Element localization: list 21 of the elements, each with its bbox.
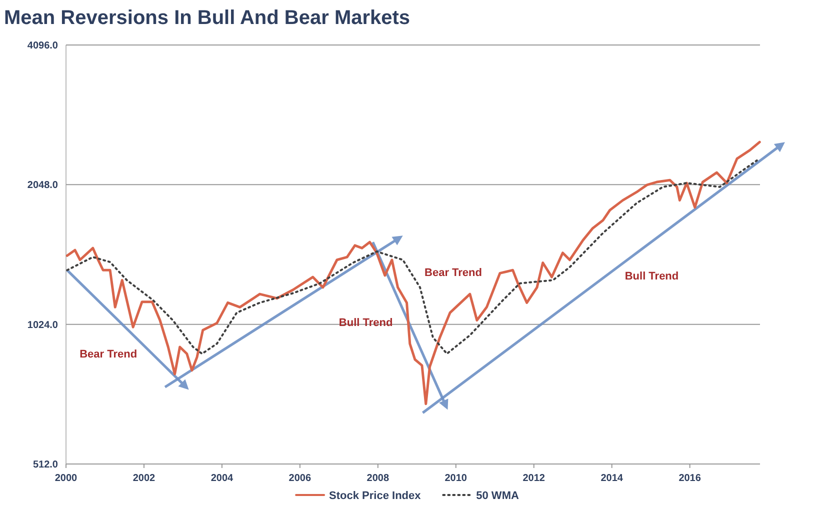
legend-label: Stock Price Index: [329, 490, 422, 502]
x-tick-label: 2014: [600, 473, 624, 484]
y-tick-label: 1024.0: [27, 320, 58, 331]
x-tick-label: 2004: [210, 473, 234, 484]
annotation: Bull Trend: [624, 270, 679, 283]
y-tick-label: 2048.0: [27, 180, 58, 192]
x-tick-label: 2000: [54, 473, 78, 484]
y-tick-label: 512.0: [32, 460, 58, 470]
legend-label: 50 WMA: [476, 490, 519, 502]
chart-title: Mean Reversions In Bull And Bear Markets: [4, 7, 410, 29]
line-series: [66, 140, 761, 406]
annotation: Bear Trend: [424, 266, 482, 279]
x-tick-label: 2006: [288, 473, 312, 484]
x-tick-label: 2016: [678, 473, 702, 484]
x-tick-label: 2012: [522, 473, 546, 484]
y-tick-label: 4096.0: [27, 40, 58, 52]
x-tick-label: 2008: [366, 473, 390, 484]
x-tick-label: 2002: [132, 473, 156, 484]
x-tick-label: 2010: [444, 473, 468, 484]
annotation: Bull Trend: [338, 316, 393, 329]
annotation: Bear Trend: [80, 348, 138, 361]
